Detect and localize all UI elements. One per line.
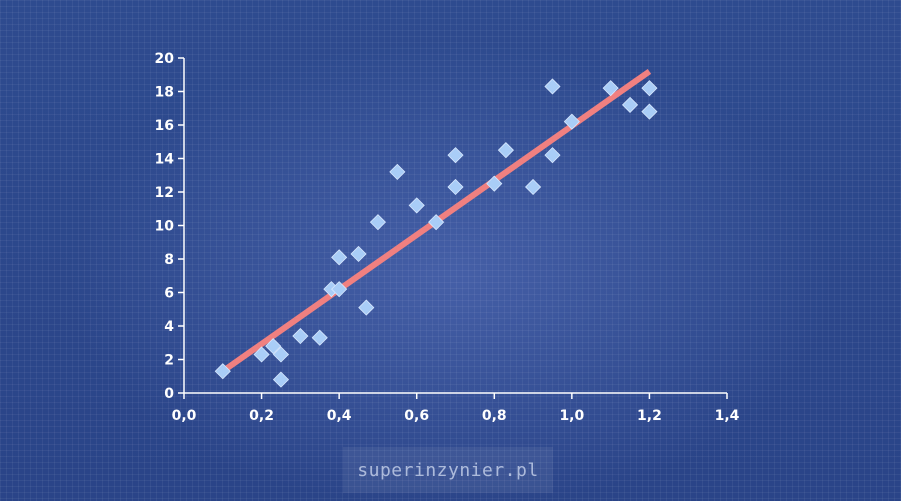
data-point	[544, 78, 561, 95]
data-point	[265, 338, 282, 355]
data-point	[447, 178, 464, 196]
data-point	[331, 281, 348, 298]
y-tick-label: 4	[164, 319, 174, 335]
data-point	[331, 249, 348, 266]
data-points	[214, 78, 658, 388]
x-tick-label: 0,6	[404, 408, 429, 424]
y-tick-label: 2	[164, 353, 174, 369]
y-tick-label: 6	[164, 286, 174, 302]
data-point	[272, 371, 290, 388]
data-point	[214, 363, 231, 380]
data-point	[497, 142, 514, 159]
x-tick-label: 0,0	[172, 408, 197, 424]
data-point	[447, 147, 464, 164]
data-point	[428, 214, 445, 231]
data-point	[641, 80, 658, 97]
data-point	[389, 163, 406, 180]
y-tick-label: 8	[164, 252, 174, 268]
x-tick-label: 0,2	[249, 408, 274, 424]
x-tick-label: 0,4	[327, 408, 352, 424]
data-point	[292, 327, 309, 345]
data-point	[641, 103, 658, 120]
data-point	[621, 96, 639, 113]
x-tick-label: 1,2	[637, 408, 662, 424]
x-tick-label: 0,8	[482, 408, 507, 424]
data-point	[369, 214, 386, 231]
data-point	[350, 245, 367, 263]
y-tick-label: 18	[155, 85, 174, 101]
y-tick-label: 16	[155, 118, 174, 134]
data-point	[253, 346, 270, 363]
data-point	[358, 299, 375, 316]
data-point	[486, 175, 503, 192]
data-point	[272, 346, 290, 363]
data-point	[544, 147, 561, 164]
watermark-box: superinzynier.pl	[343, 447, 553, 493]
data-point	[525, 178, 542, 196]
x-tick-label: 1,0	[559, 408, 584, 424]
y-tick-label: 0	[164, 386, 174, 402]
watermark-text: superinzynier.pl	[357, 459, 539, 481]
y-tick-label: 12	[155, 185, 174, 201]
data-point	[408, 197, 425, 214]
data-point	[311, 329, 328, 346]
x-tick-label: 1,4	[715, 408, 740, 424]
tick-labels: 0 2 4 6 8 10 12 14 16 18 20 0,0 0,2 0,4 0,6 0,8 1,0 1,2 1,…	[155, 51, 740, 424]
data-point	[563, 113, 580, 130]
y-tick-label: 10	[155, 219, 175, 235]
data-point	[602, 80, 619, 97]
chart-axes	[178, 57, 728, 399]
y-tick-label: 20	[155, 51, 175, 67]
y-tick-label: 14	[155, 152, 175, 168]
